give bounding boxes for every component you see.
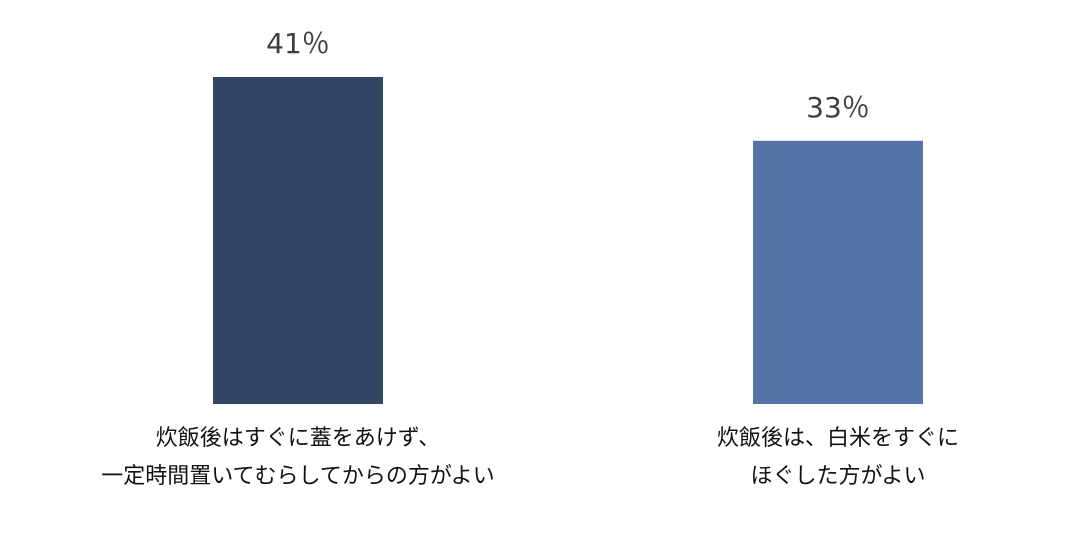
bar-1 xyxy=(213,77,383,404)
category-label-2-line-1: 炊飯後は、白米をすぐに xyxy=(717,426,959,451)
bar-2 xyxy=(753,140,923,404)
category-label-1-line-2: 一定時間置いてむらしてからの方がよい xyxy=(101,464,495,489)
data-label-2: 33％ xyxy=(806,91,870,124)
data-label-1: 41％ xyxy=(266,27,330,60)
category-label-2-line-2: ほぐした方がよい xyxy=(751,464,926,489)
category-label-1-line-1: 炊飯後はすぐに蓋をあけず、 xyxy=(156,426,440,451)
